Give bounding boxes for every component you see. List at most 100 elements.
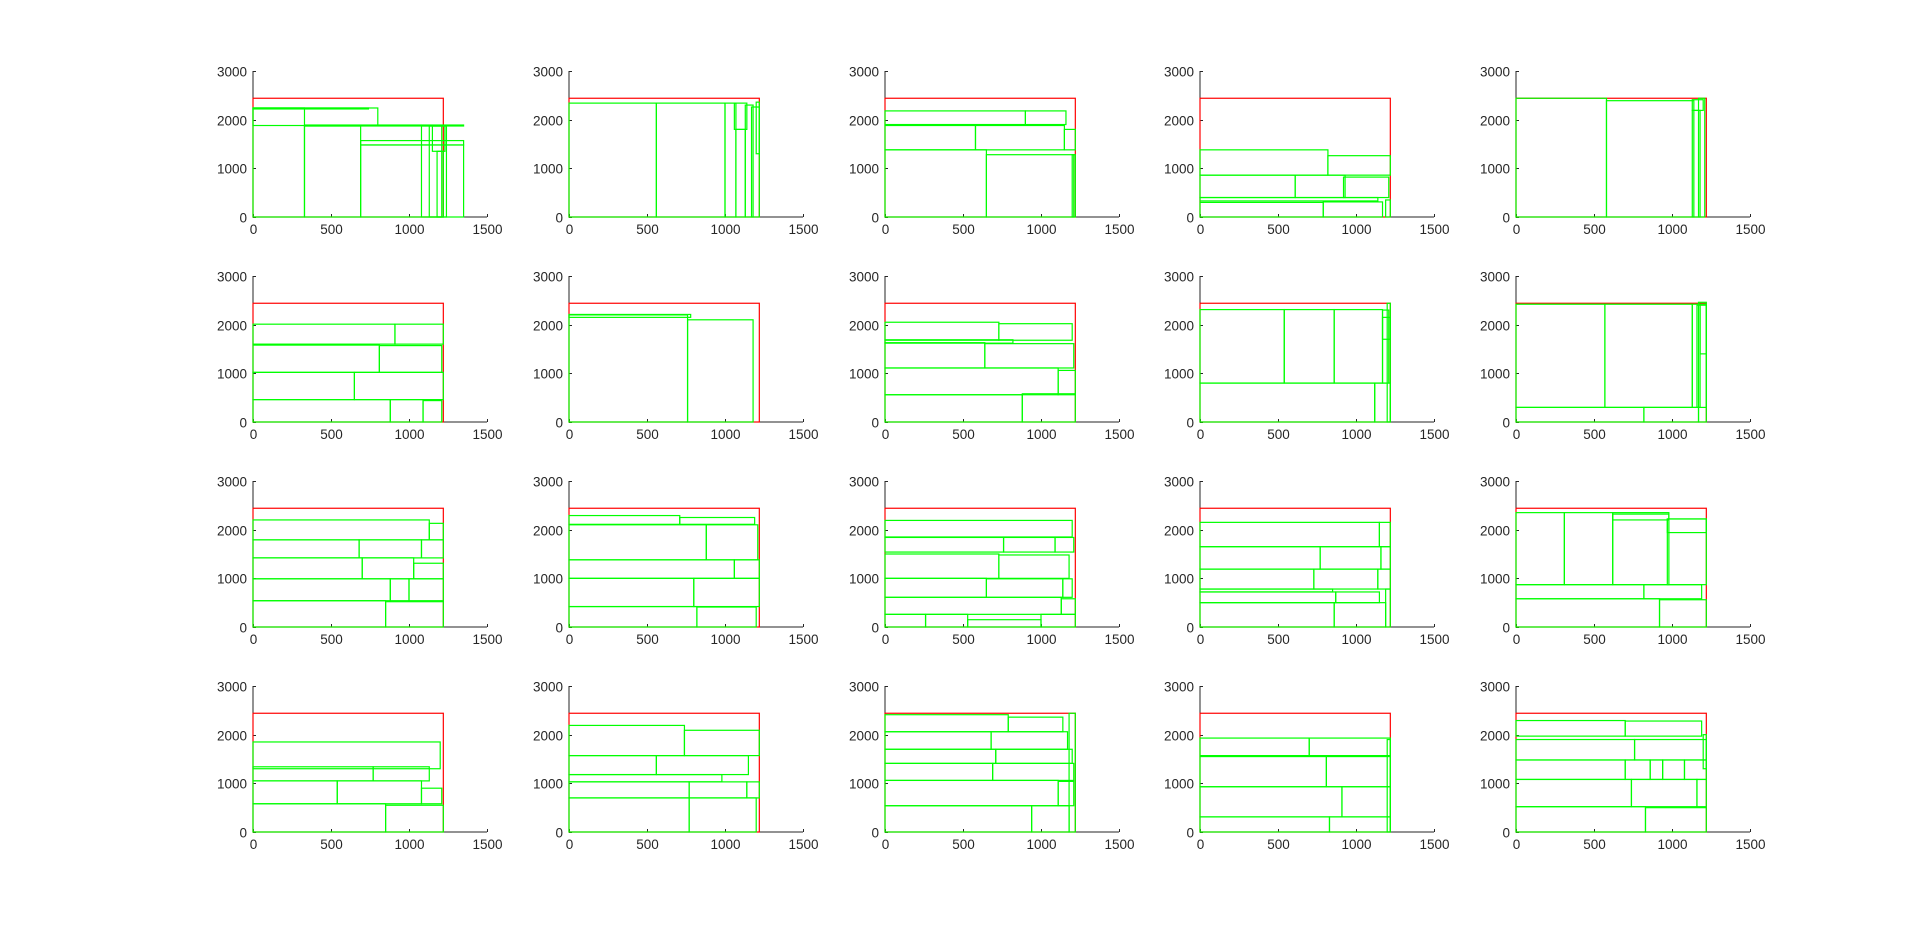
x-tick-label: 1000 [1026, 427, 1056, 442]
placed-piece [1068, 712, 1076, 833]
y-tick-label: 2000 [533, 524, 563, 539]
x-tick-label: 1000 [1657, 222, 1687, 237]
placed-piece [1283, 308, 1335, 384]
x-tick-label: 1500 [472, 837, 502, 852]
x-tick-label: 1500 [472, 632, 502, 647]
y-tick-label: 0 [239, 416, 247, 431]
placed-piece [1328, 816, 1391, 833]
placed-piece [1057, 780, 1075, 807]
placed-piece [568, 781, 690, 799]
x-tick-label: 0 [1513, 222, 1521, 237]
placed-piece [1612, 513, 1670, 586]
placed-piece [389, 399, 424, 423]
y-tick-label: 3000 [849, 680, 879, 695]
y-tick-label: 0 [239, 826, 247, 841]
sheet-boundary [1515, 97, 1707, 218]
placed-piece [353, 371, 444, 401]
placed-piece [884, 321, 1000, 341]
x-tick-label: 1500 [788, 837, 818, 852]
subplot-11: 0 500 1000 1500 0 1000 2000 3000 [217, 475, 503, 648]
placed-piece [1515, 406, 1645, 423]
sheet-boundary [884, 302, 1076, 423]
placed-piece [568, 577, 695, 608]
sheet-boundary [884, 97, 1076, 218]
placed-piece [1199, 591, 1337, 604]
x-tick-label: 500 [1583, 632, 1606, 647]
y-tick-label: 3000 [1480, 65, 1510, 80]
sheet-boundary [1199, 712, 1391, 833]
y-tick-label: 0 [871, 211, 879, 226]
placed-piece [428, 125, 443, 218]
placed-piece [884, 394, 1023, 423]
x-tick-label: 1500 [1104, 427, 1134, 442]
placed-piece [1199, 521, 1380, 548]
placed-piece [252, 344, 380, 373]
placed-piece [1199, 546, 1321, 570]
y-tick-label: 0 [1502, 416, 1510, 431]
placed-piece [252, 600, 387, 628]
subplot-10: 0 500 1000 1500 0 1000 2000 3000 [1480, 270, 1766, 443]
x-tick-label: 0 [1513, 632, 1521, 647]
placed-piece [1515, 512, 1565, 586]
placed-piece [705, 524, 759, 561]
placed-piece [884, 577, 988, 598]
placed-piece [1515, 806, 1647, 833]
placed-piece [252, 780, 338, 805]
x-tick-label: 1500 [788, 632, 818, 647]
y-tick-label: 1000 [849, 777, 879, 792]
placed-piece [1308, 737, 1391, 757]
placed-piece [746, 781, 760, 799]
placed-piece [1697, 301, 1707, 423]
x-tick-label: 500 [636, 632, 659, 647]
y-tick-label: 2000 [217, 319, 247, 334]
x-tick-label: 1500 [1104, 632, 1134, 647]
x-tick-label: 0 [882, 837, 890, 852]
placed-piece [1666, 518, 1707, 534]
placed-piece [884, 149, 988, 218]
y-tick-label: 3000 [533, 270, 563, 285]
placed-piece [733, 102, 748, 131]
placed-piece [1040, 613, 1076, 628]
placed-piece [1342, 176, 1390, 199]
placed-piece [755, 101, 760, 155]
placed-piece [1377, 568, 1391, 590]
placed-piece [1515, 303, 1606, 408]
sheet-boundary [1199, 302, 1391, 423]
placed-piece [1199, 196, 1379, 202]
placed-piece [568, 314, 689, 423]
y-tick-label: 1000 [533, 367, 563, 382]
sheet-boundary [568, 712, 760, 833]
placed-piece [995, 748, 1073, 764]
placed-piece [655, 754, 749, 776]
placed-piece [420, 539, 444, 559]
subplot-4: 0 500 1000 1500 0 1000 2000 3000 [1164, 65, 1450, 238]
placed-piece [884, 536, 1005, 553]
x-tick-label: 1000 [1657, 837, 1687, 852]
placed-piece [568, 524, 707, 561]
placed-piece [1381, 309, 1390, 384]
y-tick-label: 2000 [533, 319, 563, 334]
placed-piece [378, 344, 443, 373]
y-tick-label: 0 [871, 416, 879, 431]
y-tick-label: 2000 [217, 729, 247, 744]
x-tick-label: 1000 [1026, 222, 1056, 237]
placed-piece [422, 399, 443, 423]
x-tick-label: 500 [320, 632, 343, 647]
placed-piece [884, 714, 1009, 733]
placed-piece [1666, 518, 1707, 586]
subplot-12: 0 500 1000 1500 0 1000 2000 3000 [533, 475, 819, 648]
x-tick-label: 500 [1267, 427, 1290, 442]
placed-piece [252, 107, 370, 110]
placed-piece [1002, 536, 1056, 553]
y-tick-label: 0 [1502, 211, 1510, 226]
placed-piece [1199, 308, 1285, 384]
placed-piece [1322, 201, 1384, 218]
y-tick-label: 0 [1186, 416, 1194, 431]
y-tick-label: 3000 [533, 475, 563, 490]
placed-piece [1333, 602, 1387, 628]
y-tick-label: 1000 [217, 777, 247, 792]
x-tick-label: 500 [636, 222, 659, 237]
placed-piece [1630, 778, 1698, 808]
y-tick-label: 1000 [1480, 777, 1510, 792]
placed-piece [360, 144, 465, 218]
